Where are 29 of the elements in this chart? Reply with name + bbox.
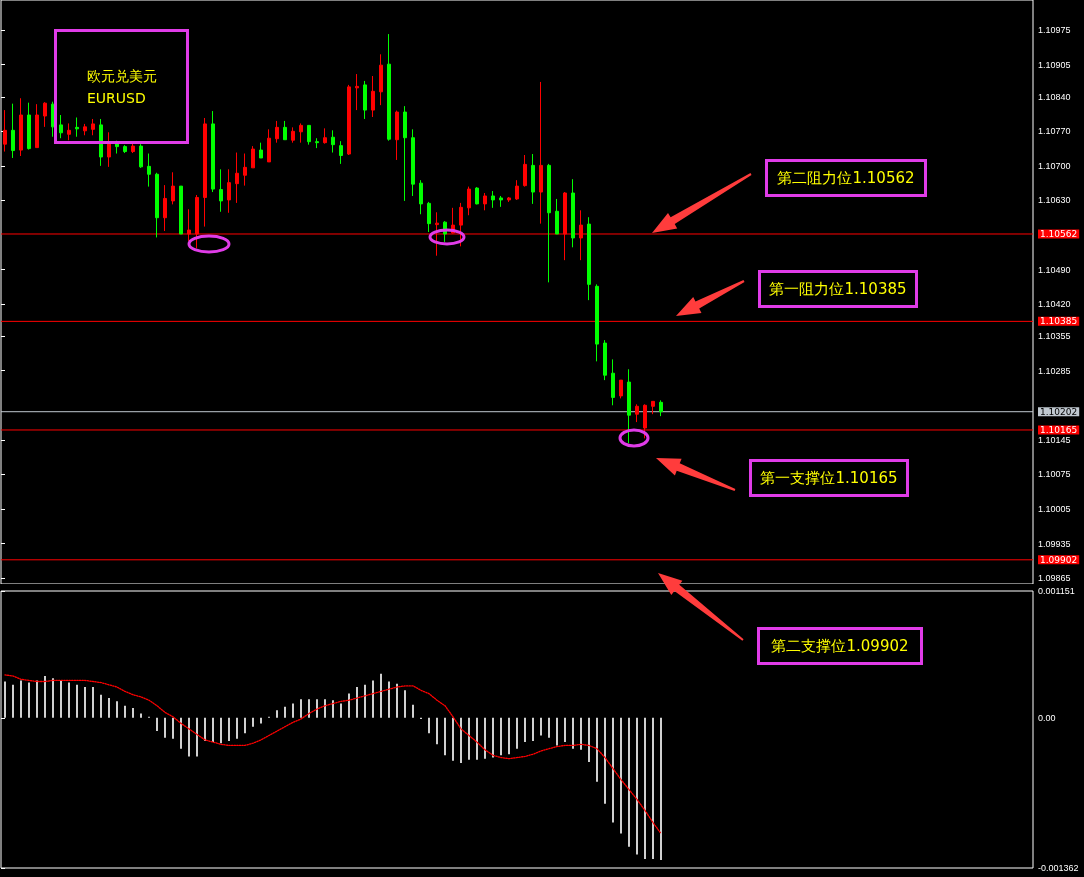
y-tick-label: 1.10355 [1038, 331, 1071, 342]
y-tick-label: -0.001362 [1038, 863, 1079, 873]
y-tick-label: 1.10770 [1038, 126, 1071, 137]
y-tick-label: 1.10075 [1038, 469, 1071, 480]
ref-line-label: 1.10165 [1040, 424, 1078, 435]
y-tick-label: 1.10005 [1038, 503, 1071, 514]
annotation: 第一阻力位1.10385 [758, 270, 918, 308]
annotation: 第二支撑位1.09902 [757, 627, 923, 665]
y-tick-label: 1.10420 [1038, 299, 1071, 310]
y-tick-label: 1.09865 [1038, 573, 1071, 584]
y-tick-label: 1.10285 [1038, 365, 1071, 376]
y-tick-label: 0.001151 [1038, 586, 1075, 596]
y-tick-label: 0.00 [1038, 712, 1056, 723]
text: EURUSD [87, 89, 147, 108]
y-tick-label: 1.10700 [1038, 160, 1071, 171]
annotation: 第一支撑位1.10165 [749, 459, 909, 497]
y-tick-label: 1.10630 [1038, 195, 1071, 206]
y-tick-label: 1.10840 [1038, 91, 1071, 102]
y-tick-label: 1.09935 [1038, 538, 1071, 549]
y-tick-label: 1.10905 [1038, 59, 1071, 70]
ref-line-label: 1.10202 [1040, 406, 1078, 417]
annotation: 第二阻力位1.10562 [765, 159, 927, 197]
y-tick-label: 1.10145 [1038, 434, 1071, 445]
ref-line-label: 1.09902 [1040, 554, 1078, 565]
ref-line-label: 1.10385 [1040, 316, 1078, 327]
ref-line-label: 1.10562 [1040, 228, 1078, 239]
y-tick-label: 1.10490 [1038, 264, 1071, 275]
text: 欧元兑美元 [87, 67, 158, 86]
y-tick-label: 1.10975 [1038, 25, 1071, 36]
